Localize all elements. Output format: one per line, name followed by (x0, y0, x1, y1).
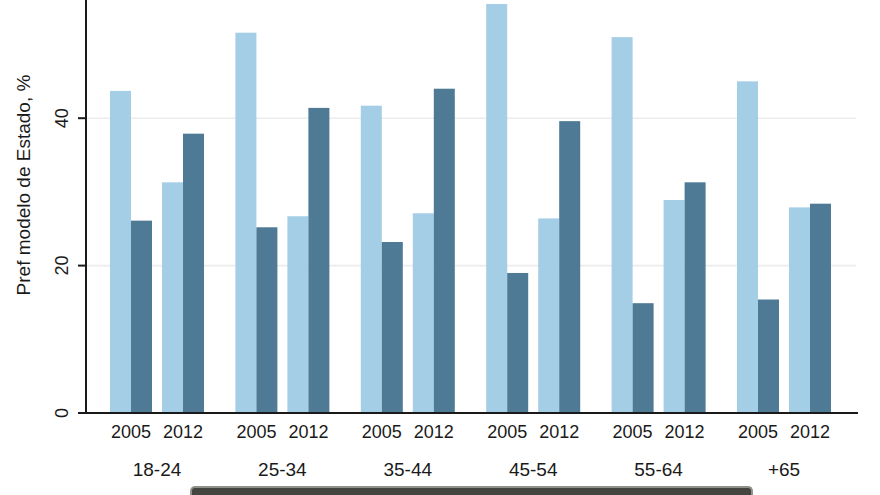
x-year-label-45-54-2005: 2005 (487, 422, 527, 442)
x-year-label-25-34-2005: 2005 (236, 422, 276, 442)
bar-45-54-2005-light_blue (486, 4, 507, 412)
x-year-label-45-54-2012: 2012 (539, 422, 579, 442)
bar-45-54-2012-light_blue (538, 218, 559, 412)
x-group-label-25-34: 25-34 (258, 459, 307, 480)
bar-18-24-2005-dark_blue (131, 221, 152, 412)
x-year-label-18-24-2005: 2005 (111, 422, 151, 442)
bar-55-64-2005-light_blue (612, 37, 633, 412)
bar-+65-2012-light_blue (789, 207, 810, 412)
bar-55-64-2005-dark_blue (633, 303, 654, 412)
bar-+65-2005-dark_blue (758, 300, 779, 412)
bar-35-44-2005-light_blue (361, 106, 382, 412)
bar-18-24-2012-dark_blue (183, 134, 204, 412)
x-group-label-45-54: 45-54 (509, 459, 558, 480)
plot-area: 0 20 40 2005 2012 18-24 2005 2012 25-34 2005 2012 3… (0, 0, 880, 495)
x-year-label-55-64-2012: 2012 (665, 422, 705, 442)
x-year-label-+65-2012: 2012 (790, 422, 830, 442)
x-group-label-35-44: 35-44 (383, 459, 432, 480)
bar-18-24-2005-light_blue (110, 91, 131, 412)
x-year-label-18-24-2012: 2012 (163, 422, 203, 442)
bar-35-44-2005-dark_blue (382, 242, 403, 412)
bar-25-34-2005-dark_blue (256, 227, 277, 412)
bar-55-64-2012-light_blue (664, 200, 685, 412)
x-group-label-55-64: 55-64 (634, 459, 683, 480)
bar-35-44-2012-dark_blue (434, 89, 455, 412)
x-year-label-25-34-2012: 2012 (288, 422, 328, 442)
bar-+65-2012-dark_blue (810, 204, 831, 412)
bars-layer (110, 4, 831, 412)
bar-35-44-2012-light_blue (413, 213, 434, 412)
x-year-label-+65-2005: 2005 (738, 422, 778, 442)
bar-55-64-2012-dark_blue (685, 182, 706, 412)
bar-25-34-2005-light_blue (235, 33, 256, 412)
y-tick-label-0: 0 (52, 408, 72, 418)
x-year-label-55-64-2005: 2005 (613, 422, 653, 442)
x-group-label-+65: +65 (768, 459, 800, 480)
legend-box-cutoff (190, 486, 753, 495)
x-group-label-18-24: 18-24 (133, 459, 182, 480)
bar-chart: 0 20 40 2005 2012 18-24 2005 2012 25-34 2005 2012 3… (0, 0, 880, 495)
x-year-label-35-44-2005: 2005 (362, 422, 402, 442)
bar-25-34-2012-light_blue (287, 216, 308, 412)
x-year-label-35-44-2012: 2012 (414, 422, 454, 442)
bar-45-54-2012-dark_blue (559, 121, 580, 412)
y-tick-label-20: 20 (52, 256, 72, 276)
bar-18-24-2012-light_blue (162, 182, 183, 412)
bar-25-34-2012-dark_blue (308, 108, 329, 412)
y-tick-label-40: 40 (52, 108, 72, 128)
bar-+65-2005-light_blue (737, 81, 758, 412)
bar-45-54-2005-dark_blue (507, 273, 528, 412)
y-axis-title: Pref modelo de Estado, % (13, 75, 34, 296)
